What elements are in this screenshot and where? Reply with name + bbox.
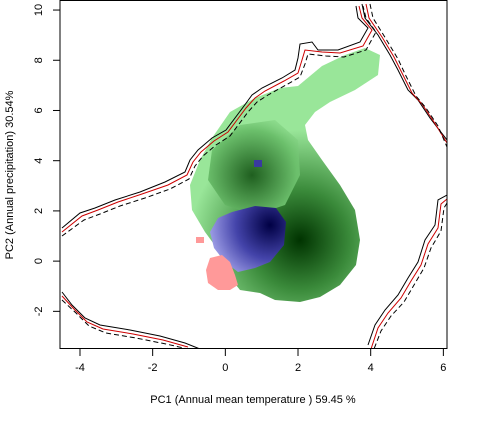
y-tick-label: 4 — [33, 158, 45, 164]
niche-green-core — [208, 120, 300, 215]
y-tick-label: -2 — [33, 306, 45, 316]
x-tick-label: -2 — [148, 362, 158, 374]
x-tick-label: 0 — [222, 362, 228, 374]
x-tick-label: -4 — [75, 362, 85, 374]
x-tick-label: 4 — [368, 362, 374, 374]
y-axis: -2 0 2 4 6 8 10 — [33, 4, 60, 316]
y-axis-title: PC2 (Annual precipitation) 30.54% — [4, 90, 16, 259]
x-axis-title: PC1 (Annual mean temperature ) 59.45 % — [150, 394, 356, 406]
niche-blue-spot — [254, 160, 262, 167]
contour-red — [61, 3, 447, 349]
y-tick-label: 10 — [33, 4, 45, 16]
x-tick-label: 6 — [440, 362, 446, 374]
plot-area — [61, 3, 447, 349]
y-tick-label: 6 — [33, 107, 45, 113]
contours — [61, 3, 447, 349]
niche-pink-spot — [196, 237, 204, 243]
y-tick-label: 8 — [33, 57, 45, 63]
y-tick-label: 2 — [33, 208, 45, 214]
niche-pink — [206, 255, 238, 290]
x-tick-label: 2 — [295, 362, 301, 374]
x-axis: -4 -2 0 2 4 6 — [75, 349, 446, 374]
y-tick-label: 0 — [33, 258, 45, 264]
plot-frame — [59, 0, 448, 349]
contour-solid — [61, 3, 447, 349]
contour-dashed — [61, 3, 447, 349]
niche-blue — [210, 206, 286, 272]
